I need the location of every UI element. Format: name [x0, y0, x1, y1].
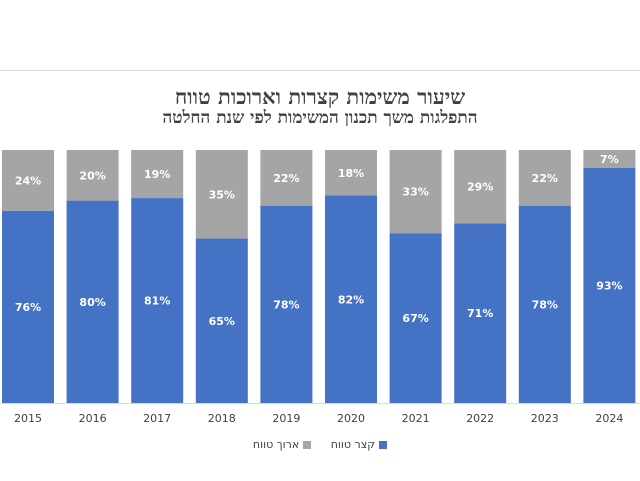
legend-swatch-short-term	[379, 440, 388, 449]
bar-short-term-2023	[518, 205, 571, 403]
data-label-short-term-2020: 82%	[338, 293, 364, 306]
bar-long-term-2024	[583, 150, 636, 168]
x-tick-label-2015: 2015	[14, 412, 42, 425]
bar-long-term-2016	[66, 150, 119, 201]
data-label-short-term-2015: 76%	[15, 301, 41, 314]
bar-short-term-2018	[195, 238, 248, 403]
bar-long-term-2017	[131, 150, 184, 199]
bar-long-term-2018	[195, 150, 248, 239]
bar-short-term-2024	[583, 167, 636, 403]
legend-item-short-term: קצר טווח	[330, 438, 388, 451]
legend-label-short-term: קצר טווח	[330, 438, 376, 451]
bar-short-term-2015	[2, 210, 54, 403]
data-label-long-term-2015: 24%	[15, 174, 41, 187]
data-label-long-term-2021: 33%	[402, 186, 428, 199]
data-label-long-term-2017: 19%	[144, 168, 170, 181]
data-label-short-term-2019: 78%	[273, 298, 299, 311]
x-tick-label-2024: 2024	[595, 412, 623, 425]
bar-short-term-2019	[260, 205, 313, 403]
data-label-long-term-2022: 29%	[467, 181, 493, 194]
data-label-short-term-2021: 67%	[402, 312, 428, 325]
data-label-long-term-2020: 18%	[338, 167, 364, 180]
x-tick-label-2019: 2019	[272, 412, 300, 425]
bar-long-term-2020	[325, 150, 377, 196]
data-label-short-term-2023: 78%	[532, 298, 558, 311]
bar-long-term-2022	[454, 150, 507, 224]
bar-long-term-2015	[2, 150, 54, 211]
bar-long-term-2021	[389, 150, 442, 234]
chart-frame	[0, 70, 640, 481]
data-label-short-term-2022: 71%	[467, 307, 493, 320]
x-tick-label-2020: 2020	[337, 412, 365, 425]
legend-swatch-long-term	[303, 440, 312, 449]
x-tick-label-2023: 2023	[531, 412, 559, 425]
chart-title: שיעור משימות קצרות וארוכות טווח	[174, 84, 466, 109]
data-label-short-term-2018: 65%	[209, 315, 235, 328]
data-label-short-term-2016: 80%	[79, 296, 105, 309]
bar-long-term-2023	[518, 150, 571, 206]
chart-subtitle: התפלגות משך תכנון המשימות לפי שנת החלטה	[162, 108, 478, 128]
bar-short-term-2022	[454, 223, 507, 403]
data-label-long-term-2023: 22%	[532, 172, 558, 185]
x-tick-label-2018: 2018	[208, 412, 236, 425]
legend-item-long-term: ארוך טווח	[252, 438, 312, 451]
data-label-short-term-2024: 93%	[596, 279, 622, 292]
bar-short-term-2017	[131, 198, 184, 403]
bar-short-term-2016	[66, 200, 119, 403]
x-tick-label-2017: 2017	[143, 412, 171, 425]
data-label-long-term-2016: 20%	[79, 169, 105, 182]
x-tick-label-2021: 2021	[402, 412, 430, 425]
data-label-long-term-2019: 22%	[273, 172, 299, 185]
data-label-short-term-2017: 81%	[144, 295, 170, 308]
bar-long-term-2019	[260, 150, 313, 206]
data-label-long-term-2018: 35%	[209, 188, 235, 201]
legend-label-long-term: ארוך טווח	[252, 438, 300, 451]
bar-short-term-2020	[325, 195, 377, 403]
bar-short-term-2021	[389, 233, 442, 403]
x-tick-label-2022: 2022	[466, 412, 494, 425]
x-tick-label-2016: 2016	[79, 412, 107, 425]
data-label-long-term-2024: 7%	[600, 153, 619, 166]
chart-legend: קצר טווח ארוך טווח	[0, 438, 640, 452]
